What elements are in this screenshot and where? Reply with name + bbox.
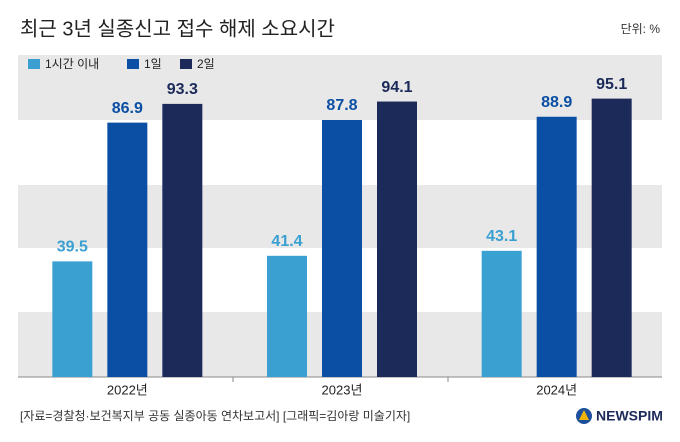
bar (162, 103, 203, 378)
bar (591, 98, 632, 377)
data-label: 39.5 (57, 239, 88, 256)
legend-label: 1일 (144, 57, 162, 71)
bar (322, 119, 362, 378)
x-tick-label: 2023년 (322, 382, 363, 397)
legend-swatch (180, 59, 192, 69)
bar (52, 261, 93, 377)
legend-swatch (127, 59, 139, 69)
bar (267, 255, 307, 377)
unit-label: 단위: % (621, 22, 661, 36)
logo-icon (579, 410, 589, 420)
data-label: 88.9 (541, 94, 572, 111)
data-label: 41.4 (271, 233, 302, 250)
data-label: 94.1 (381, 79, 412, 96)
logo: NEWSPIM (596, 408, 663, 424)
bar (377, 101, 417, 377)
source: [자료=경찰청·보건복지부 공동 실종아동 연차보고서] [그래픽=김아랑 미술… (20, 409, 410, 423)
data-label: 93.3 (167, 81, 198, 98)
x-tick-label: 2022년 (107, 382, 148, 397)
data-label: 95.1 (596, 76, 627, 93)
data-label: 87.8 (326, 97, 357, 114)
bar (536, 116, 577, 378)
legend-swatch (28, 59, 40, 69)
band (18, 55, 662, 120)
chart-title: 최근 3년 실종신고 접수 해제 소요시간 (20, 17, 335, 40)
legend-label: 1시간 이내 (45, 57, 99, 71)
bar (481, 250, 522, 377)
legend-label: 2일 (197, 57, 215, 71)
x-tick-label: 2024년 (536, 382, 577, 397)
data-label: 86.9 (112, 100, 143, 117)
data-label: 43.1 (486, 228, 517, 245)
bar (107, 122, 148, 378)
